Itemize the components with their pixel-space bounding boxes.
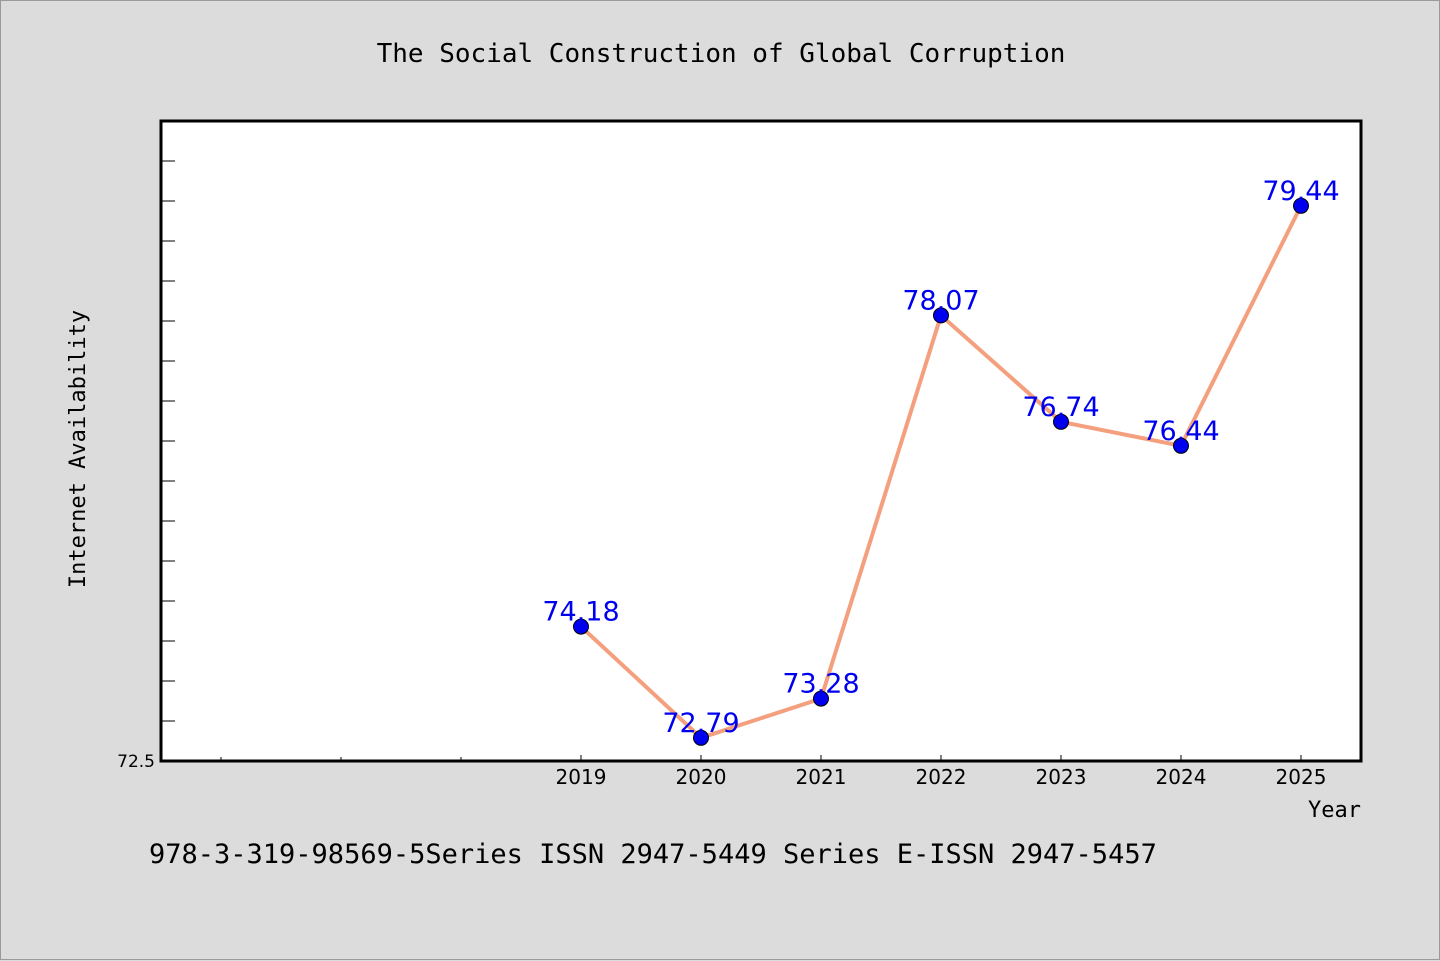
data-label: 73.28 (782, 669, 859, 700)
data-label: 76.44 (1142, 416, 1219, 447)
x-tick-label: 2025 (1276, 765, 1327, 789)
data-point (813, 690, 829, 707)
data-point (1173, 437, 1189, 454)
y-minor-ticks (161, 120, 175, 762)
chart-title: The Social Construction of Global Corrup… (377, 39, 1066, 69)
data-label: 79.44 (1262, 176, 1339, 207)
x-axis-title: Year (1308, 798, 1361, 823)
data-label: 76.74 (1022, 392, 1099, 423)
x-tick-label: 2023 (1036, 765, 1087, 789)
data-label: 78.07 (902, 285, 979, 316)
footer-isbn-issn: 978-3-319-98569-5Series ISSN 2947-5449 S… (149, 839, 1157, 870)
x-tick-label: 2021 (796, 765, 847, 789)
data-point (933, 307, 949, 324)
x-tick-label: 2022 (916, 765, 967, 789)
data-label: 74.18 (542, 597, 619, 628)
data-point (693, 729, 709, 746)
x-tick-label: 2019 (556, 765, 607, 789)
series-markers (573, 197, 1309, 746)
x-minor-ticks (220, 755, 1302, 761)
x-tick-label: 2020 (676, 765, 727, 789)
data-label: 72.79 (662, 708, 739, 739)
y-tick-label: 72.5 (117, 752, 155, 772)
y-axis-title: Internet Availability (66, 310, 91, 588)
x-tick-labels: 2019 2020 2021 2022 2023 2024 2025 (556, 765, 1327, 789)
x-tick-label: 2024 (1156, 765, 1207, 789)
data-point (1293, 197, 1309, 214)
data-point (573, 618, 589, 635)
data-labels: 74.18 72.79 73.28 78.07 76.74 76.44 79.44 (542, 176, 1339, 739)
data-point (1053, 413, 1069, 430)
y-tick-labels: 72.5 (117, 752, 155, 772)
